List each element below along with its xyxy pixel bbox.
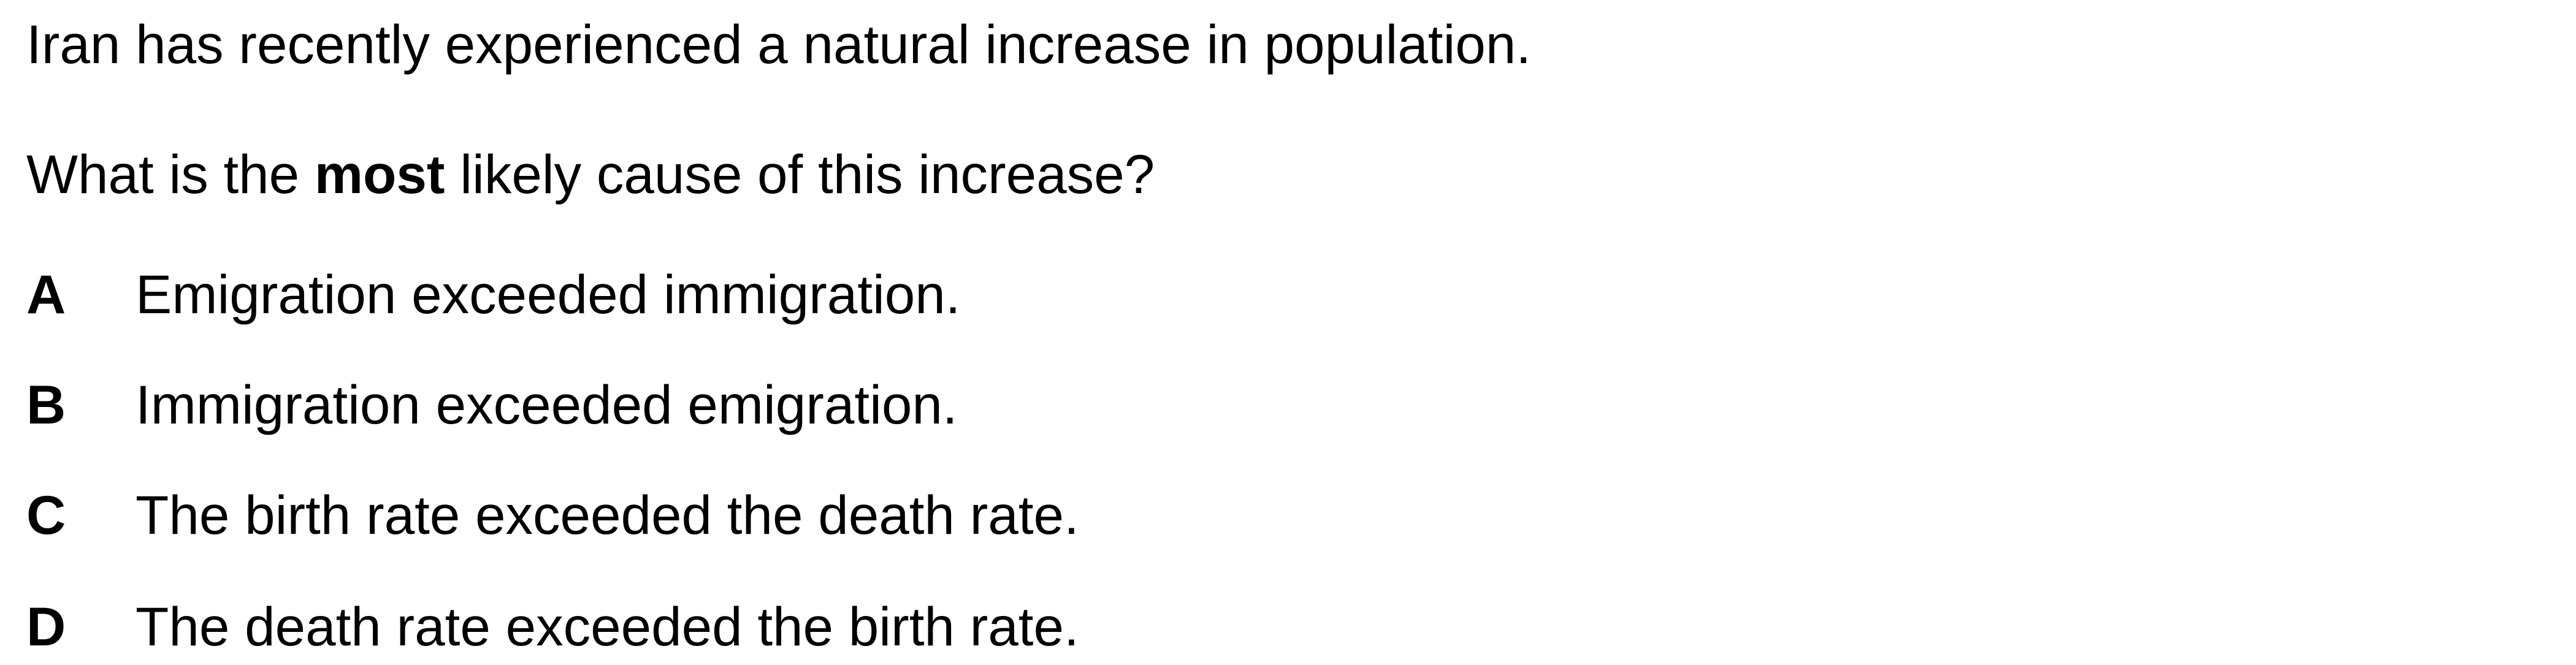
option-a-letter: A bbox=[26, 264, 66, 325]
option-c-letter: C bbox=[26, 484, 66, 545]
question-prompt: What is the most likely cause of this in… bbox=[26, 143, 1155, 205]
question-prompt-start: What is the bbox=[26, 143, 315, 205]
question-prompt-emphasis: most bbox=[314, 143, 445, 205]
option-b-letter: B bbox=[26, 374, 66, 435]
option-a-text: Emigration exceeded immigration. bbox=[136, 264, 961, 325]
option-b-text: Immigration exceeded emigration. bbox=[136, 374, 958, 435]
question-prompt-end: likely cause of this increase? bbox=[445, 143, 1155, 205]
question-stem: Iran has recently experienced a natural … bbox=[26, 13, 1531, 75]
option-d-letter: D bbox=[26, 596, 66, 657]
option-d-text: The death rate exceeded the birth rate. bbox=[136, 596, 1079, 657]
option-c-text: The birth rate exceeded the death rate. bbox=[136, 484, 1079, 545]
